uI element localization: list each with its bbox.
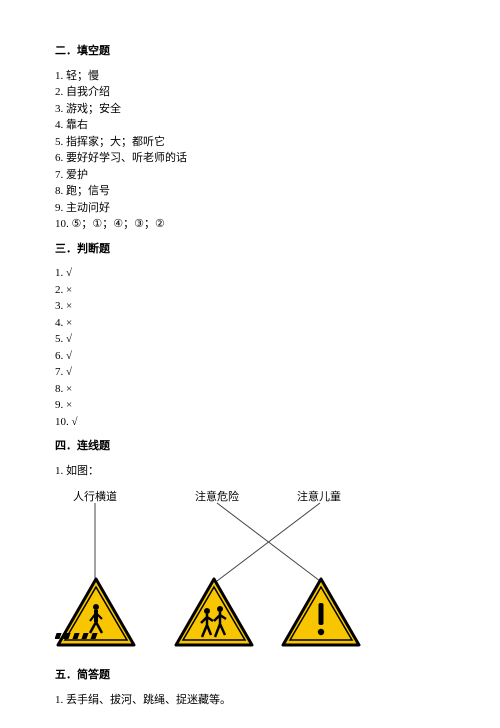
fill-item: 6. 要好好学习、听老师的话 [55, 150, 445, 167]
fill-item: 9. 主动问好 [55, 200, 445, 217]
judge-item: 10. √ [55, 414, 445, 431]
fill-item: 3. 游戏；安全 [55, 101, 445, 118]
section4-title: 四．连线题 [55, 438, 445, 455]
judge-item: 5. √ [55, 331, 445, 348]
page: 二．填空题 1. 轻；慢 2. 自我介绍 3. 游戏；安全 4. 靠右 5. 指… [0, 0, 500, 728]
section4-intro: 1. 如图： [55, 463, 445, 480]
fill-item: 7. 爱护 [55, 167, 445, 184]
section5-title: 五．简答题 [55, 667, 445, 684]
section3-list: 1. √ 2. × 3. × 4. × 5. √ 6. √ 7. √ 8. × … [55, 265, 445, 430]
fill-item: 4. 靠右 [55, 117, 445, 134]
judge-item: 7. √ [55, 364, 445, 381]
judge-item: 9. × [55, 397, 445, 414]
sign-children [173, 577, 255, 649]
fill-item: 8. 跑；信号 [55, 183, 445, 200]
section2-title: 二．填空题 [55, 43, 445, 60]
matching-diagram: 人行横道 注意危险 注意儿童 [55, 489, 395, 649]
judge-item: 4. × [55, 315, 445, 332]
section2-list: 1. 轻；慢 2. 自我介绍 3. 游戏；安全 4. 靠右 5. 指挥家；大；都… [55, 68, 445, 233]
judge-item: 6. √ [55, 348, 445, 365]
fill-item: 2. 自我介绍 [55, 84, 445, 101]
sign-danger [280, 577, 362, 649]
label-danger: 注意危险 [195, 489, 239, 506]
judge-item: 1. √ [55, 265, 445, 282]
label-children: 注意儿童 [297, 489, 341, 506]
fill-item: 10. ⑤；①；④；③；② [55, 216, 445, 233]
fill-item: 5. 指挥家；大；都听它 [55, 134, 445, 151]
judge-item: 8. × [55, 381, 445, 398]
fill-item: 1. 轻；慢 [55, 68, 445, 85]
label-pedestrian: 人行横道 [73, 489, 117, 506]
section5-list: 1. 丢手绢、拔河、跳绳、捉迷藏等。 [55, 692, 445, 709]
judge-item: 3. × [55, 298, 445, 315]
judge-item: 2. × [55, 282, 445, 299]
section3-title: 三．判断题 [55, 241, 445, 258]
sign-pedestrian-crossing [55, 577, 137, 649]
answer-item: 1. 丢手绢、拔河、跳绳、捉迷藏等。 [55, 692, 445, 709]
